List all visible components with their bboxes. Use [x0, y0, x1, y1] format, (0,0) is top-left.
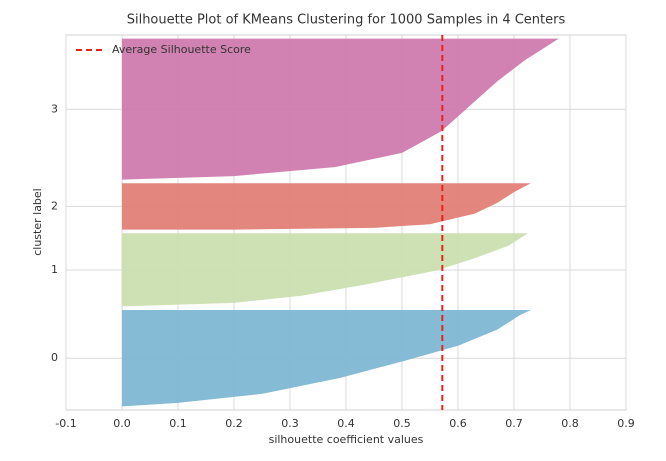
cluster-silhouette: [122, 310, 531, 407]
y-tick-label: 2: [51, 199, 58, 212]
x-tick-label: 0.2: [225, 417, 243, 430]
x-tick-label: 0.4: [337, 417, 355, 430]
x-tick-label: -0.1: [55, 417, 76, 430]
y-tick-label: 0: [51, 351, 58, 364]
cluster-silhouette: [122, 38, 559, 180]
x-tick-label: 0.1: [169, 417, 187, 430]
x-tick-label: 0.6: [449, 417, 467, 430]
x-tick-label: 0.9: [617, 417, 635, 430]
legend-label: Average Silhouette Score: [112, 43, 251, 56]
x-tick-label: 0.5: [393, 417, 411, 430]
x-axis-label: silhouette coefficient values: [269, 433, 424, 446]
chart-title: Silhouette Plot of KMeans Clustering for…: [127, 13, 566, 28]
y-tick-label: 1: [51, 263, 58, 276]
x-tick-label: 0.0: [113, 417, 131, 430]
x-tick-label: 0.8: [561, 417, 579, 430]
x-tick-label: 0.7: [505, 417, 523, 430]
y-axis-label: cluster label: [31, 188, 44, 256]
x-tick-label: 0.3: [281, 417, 299, 430]
y-tick-label: 3: [51, 102, 58, 115]
cluster-silhouette: [122, 183, 531, 230]
cluster-silhouette: [122, 233, 528, 307]
